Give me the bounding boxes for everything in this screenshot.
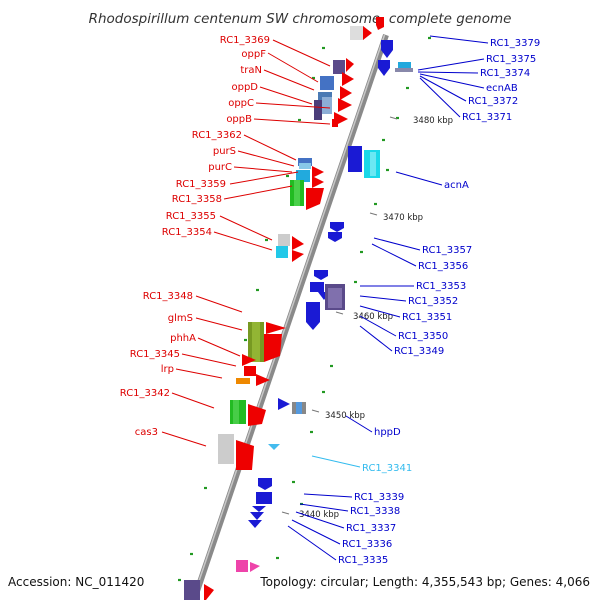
gene-label[interactable]: RC1_3342 xyxy=(120,388,170,399)
kbp-label-3480: 3480 kbp xyxy=(413,116,453,126)
gene-label[interactable]: RC1_3374 xyxy=(480,68,530,79)
gene-label[interactable]: phhA xyxy=(170,333,196,344)
gene-label[interactable]: traN xyxy=(240,65,262,76)
gene-label[interactable]: cas3 xyxy=(135,427,158,438)
gene-label[interactable]: oppF xyxy=(241,49,266,60)
gene-label[interactable]: RC1_3351 xyxy=(402,312,452,323)
kbp-label-3460: 3460 kbp xyxy=(353,312,393,322)
gene-label[interactable]: RC1_3336 xyxy=(342,539,392,550)
left-gene-labels: RC1_3369 oppF traN oppD oppC oppB RC1_33… xyxy=(120,35,270,438)
right-leader-lines xyxy=(287,35,489,561)
gene-label[interactable]: glmS xyxy=(168,313,193,324)
gene-label[interactable]: hppD xyxy=(374,427,401,438)
gene-label[interactable]: RC1_3362 xyxy=(192,130,242,141)
gene-label[interactable]: RC1_3355 xyxy=(166,211,216,222)
gene-label[interactable]: RC1_3358 xyxy=(172,194,222,205)
genome-stats-label: Topology: circular; Length: 4,355,543 bp… xyxy=(259,575,590,589)
gene-arrow xyxy=(363,26,372,40)
gene-cluster-2 xyxy=(290,146,380,210)
gene-label[interactable]: RC1_3345 xyxy=(130,349,180,360)
gene-block xyxy=(350,26,364,40)
gene-label[interactable]: purC xyxy=(208,162,232,173)
gene-label[interactable]: oppC xyxy=(228,98,254,109)
gene-label[interactable]: oppB xyxy=(226,114,252,125)
gene-label[interactable]: ecnAB xyxy=(486,83,518,94)
map-title: Rhodospirillum centenum SW chromosome, c… xyxy=(89,11,512,27)
gene-cluster-5 xyxy=(218,322,286,470)
gene-label[interactable]: RC1_3348 xyxy=(143,291,193,302)
gene-label[interactable]: RC1_3339 xyxy=(354,492,404,503)
gene-label[interactable]: purS xyxy=(213,146,236,157)
gene-label[interactable]: RC1_3337 xyxy=(346,523,396,534)
gene-cluster-6 xyxy=(268,398,306,450)
kbp-label-3470: 3470 kbp xyxy=(383,213,423,223)
gene-label[interactable]: RC1_3379 xyxy=(490,38,540,49)
chromosome-backbone xyxy=(191,34,389,600)
gene-label[interactable]: RC1_3359 xyxy=(176,179,226,190)
gene-label[interactable]: RC1_3371 xyxy=(462,112,512,123)
gene-cluster-4 xyxy=(306,270,345,330)
gene-cluster-1 xyxy=(314,40,413,127)
gene-label[interactable]: lrp xyxy=(161,364,174,375)
gene-label[interactable]: RC1_3354 xyxy=(162,227,212,238)
gene-label[interactable]: RC1_3375 xyxy=(486,54,536,65)
gene-label-highlight[interactable]: RC1_3341 xyxy=(362,463,412,474)
gene-cluster-3 xyxy=(276,222,344,262)
gene-label[interactable]: RC1_3350 xyxy=(398,331,448,342)
gene-label[interactable]: RC1_3335 xyxy=(338,555,388,566)
right-gene-labels: RC1_3379 RC1_3375 RC1_3374 ecnAB RC1_337… xyxy=(338,38,540,566)
gene-label[interactable]: RC1_3369 xyxy=(220,35,270,46)
gene-label[interactable]: acnA xyxy=(444,180,469,191)
gene-label[interactable]: RC1_3356 xyxy=(418,261,468,272)
kbp-label-3450: 3450 kbp xyxy=(325,411,365,421)
gene-label[interactable]: RC1_3338 xyxy=(350,506,400,517)
gene-label[interactable]: oppD xyxy=(231,82,258,93)
gene-label[interactable]: RC1_3353 xyxy=(416,281,466,292)
gene-arrow xyxy=(376,17,384,30)
gene-cluster-7 xyxy=(184,478,272,600)
kbp-label-3440: 3440 kbp xyxy=(299,510,339,520)
kbp-ticks xyxy=(281,116,398,515)
gene-label[interactable]: RC1_3349 xyxy=(394,346,444,357)
left-leader-lines xyxy=(161,39,331,447)
accession-label: Accession: NC_011420 xyxy=(8,575,144,589)
gene-label[interactable]: RC1_3372 xyxy=(468,96,518,107)
gene-label[interactable]: RC1_3352 xyxy=(408,296,458,307)
gene-label[interactable]: RC1_3357 xyxy=(422,245,472,256)
